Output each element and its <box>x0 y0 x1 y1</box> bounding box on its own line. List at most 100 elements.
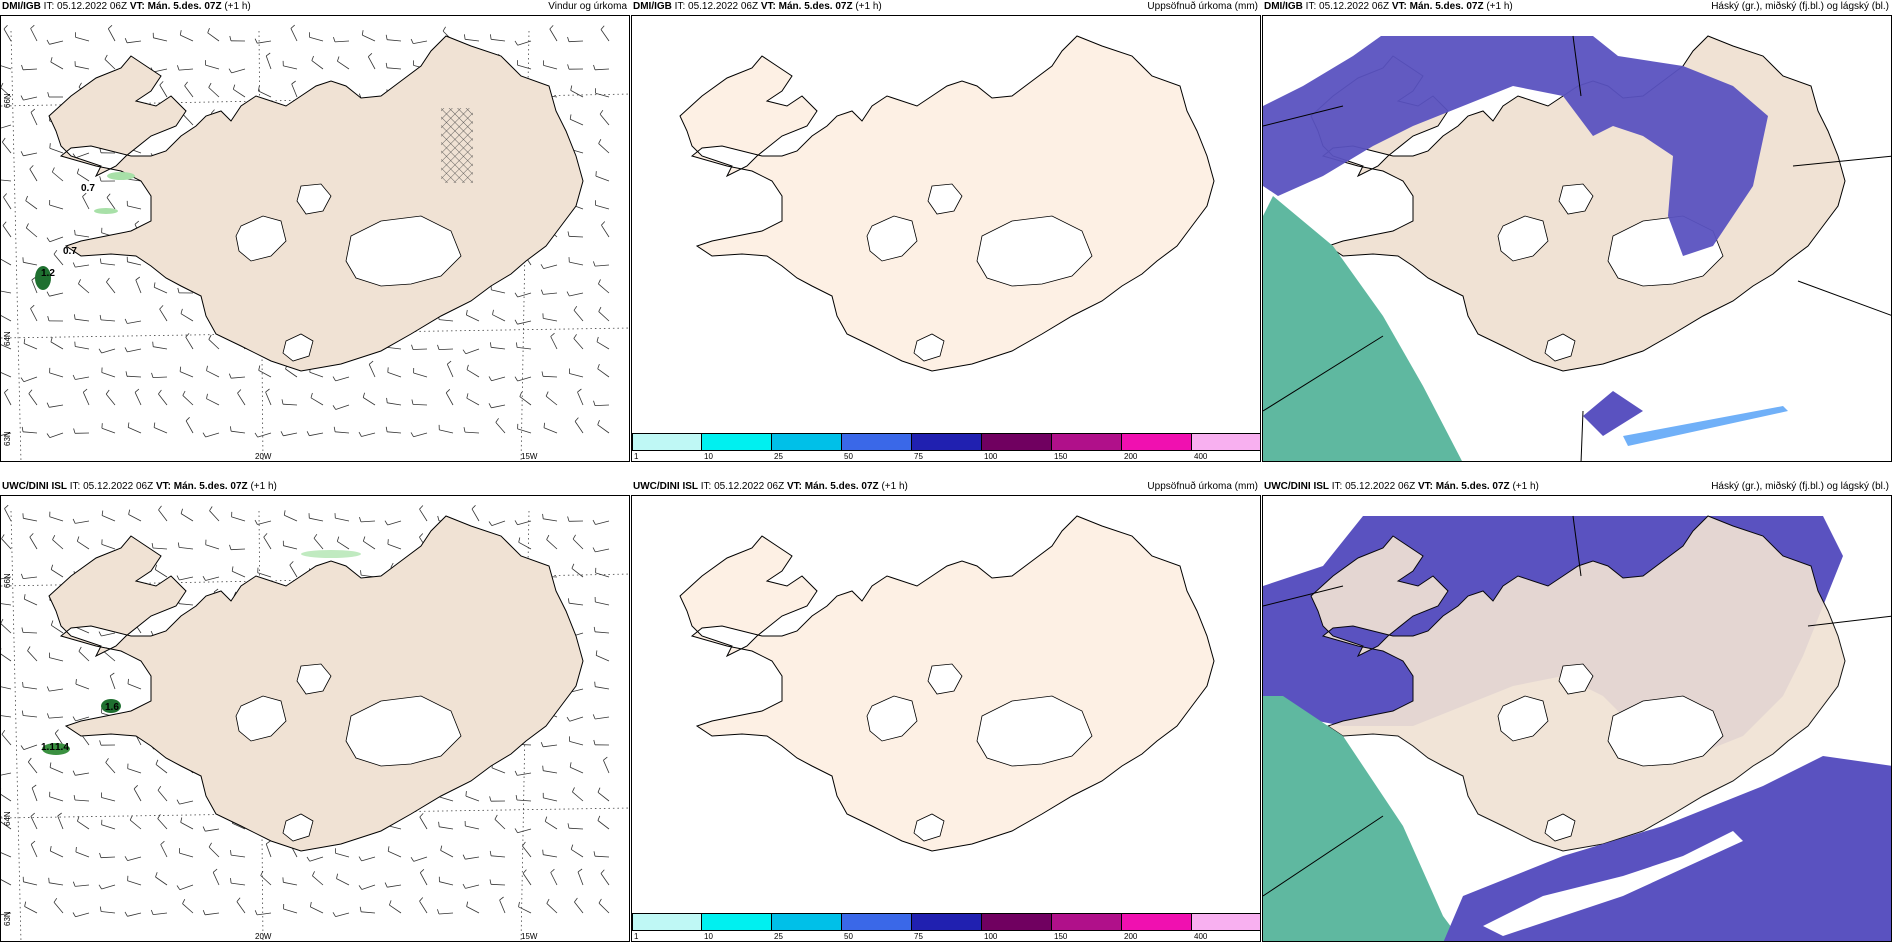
wind-barb-flag <box>46 237 51 243</box>
wind-barb <box>543 65 558 70</box>
wind-barb-flag <box>158 389 162 395</box>
wind-barb <box>105 393 116 406</box>
wind-barb <box>128 514 142 522</box>
wind-barb-flag <box>207 27 210 33</box>
wind-barb-flag <box>499 896 504 901</box>
wind-barb <box>387 372 402 378</box>
wind-barb <box>49 236 64 243</box>
wind-barb <box>1 576 12 580</box>
wind-barb-flag <box>593 626 596 632</box>
wind-barb-flag <box>109 672 115 677</box>
wind-barb-flag <box>72 518 76 524</box>
wind-barb <box>574 421 584 434</box>
wind-barb-flag <box>494 814 498 820</box>
wind-barb-flag <box>492 309 494 315</box>
wind-barb <box>237 392 246 406</box>
mid-cloud-area <box>1263 36 1768 256</box>
wind-barb <box>412 348 428 350</box>
wind-barb <box>155 876 168 886</box>
wind-barb <box>600 29 610 42</box>
wind-barb-flag <box>571 563 575 569</box>
wind-barb <box>153 912 168 915</box>
wind-barb <box>107 28 116 42</box>
wind-barb <box>23 744 38 750</box>
wind-barb-flag <box>573 334 577 339</box>
panel-title: Háský (gr.), miðský (fj.bl.) og lágský (… <box>1711 1 1889 12</box>
wind-barb-flag <box>464 34 466 40</box>
wind-barb <box>179 547 194 550</box>
wind-barb-flag <box>594 681 596 687</box>
wind-barb <box>207 32 220 42</box>
wind-barb <box>363 540 376 550</box>
wind-barb-flag <box>442 26 446 32</box>
wind-barb <box>291 83 298 98</box>
wind-barb <box>23 261 38 266</box>
wind-barb <box>594 68 610 71</box>
wind-barb <box>180 34 194 42</box>
wind-barb <box>49 404 64 408</box>
wind-barb <box>104 651 116 662</box>
wind-barb <box>1 603 12 606</box>
wind-barb-flag <box>99 147 102 153</box>
panel-title: Vindur og úrkoma <box>548 1 627 12</box>
wind-barb-flag <box>462 883 466 889</box>
glacier <box>927 663 963 695</box>
wind-barb-flag <box>289 561 294 566</box>
wind-barb <box>387 431 402 434</box>
wind-barb <box>598 143 610 154</box>
wind-barb-flag <box>176 799 180 805</box>
wind-barb <box>208 846 220 858</box>
wind-barb-flag <box>566 291 570 297</box>
wind-barb-flag <box>310 901 312 907</box>
wind-barb <box>1 87 12 98</box>
wind-barb-flag <box>23 338 26 344</box>
wind-barb-flag <box>600 25 605 30</box>
wind-barb <box>517 320 532 325</box>
wind-barb <box>157 818 168 830</box>
wind-barb-flag <box>567 36 570 42</box>
wind-barb-flag <box>24 901 27 907</box>
wind-barb-flag <box>387 846 390 852</box>
wind-barb <box>577 391 584 406</box>
wind-barb-flag <box>411 399 414 405</box>
wind-barb <box>522 873 532 886</box>
wind-barb <box>1 734 12 746</box>
wind-barb <box>231 882 246 886</box>
wind-barb-flag <box>202 432 206 438</box>
wind-barb-flag <box>254 38 258 44</box>
wind-barb-flag <box>550 868 555 873</box>
wind-barb <box>313 538 324 550</box>
wind-barb <box>49 516 64 522</box>
wind-barb <box>182 903 194 914</box>
wind-barb-flag <box>577 868 583 873</box>
wind-barb-flag <box>31 784 37 789</box>
wind-barb <box>160 844 168 858</box>
wind-barb-flag <box>72 912 76 918</box>
wind-barb <box>337 541 350 550</box>
wind-barb-flag <box>597 815 601 821</box>
wind-barb <box>570 766 584 774</box>
wind-barb <box>569 292 584 297</box>
wind-barb <box>569 373 584 378</box>
wind-barb <box>2 225 12 238</box>
wind-barb-flag <box>25 195 28 201</box>
wind-barb-flag <box>179 30 182 36</box>
wind-barb <box>311 60 324 70</box>
wind-barb <box>127 348 142 353</box>
wind-barb <box>1 686 12 690</box>
wind-barb-flag <box>76 536 80 542</box>
wind-barb-flag <box>518 537 521 543</box>
wind-barb <box>595 175 610 182</box>
colorbar-segment <box>1122 433 1192 451</box>
wind-barb <box>30 308 38 322</box>
cloud-panel-row2 <box>1262 495 1892 942</box>
glacier <box>1544 333 1576 362</box>
wind-barb <box>419 900 428 914</box>
wind-barb-flag <box>603 756 608 761</box>
wind-barb <box>127 261 142 266</box>
wind-barb-flag <box>569 114 572 120</box>
wind-barb <box>127 683 142 690</box>
high-cloud-area <box>1263 696 1462 941</box>
wind-barb-flag <box>263 533 268 538</box>
wind-barb <box>180 313 194 322</box>
